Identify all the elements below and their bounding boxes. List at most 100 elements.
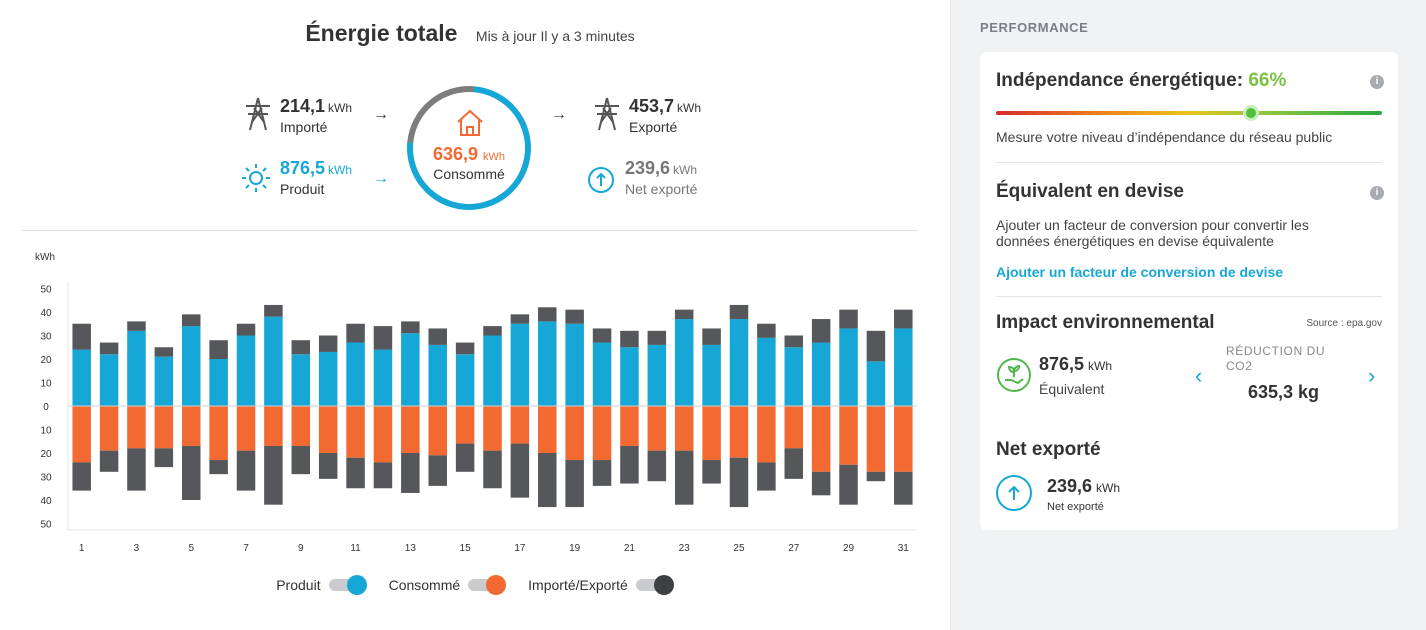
bar-consumed[interactable] [318,406,338,453]
bar-consumed[interactable] [510,406,530,444]
bar-grid-top[interactable] [811,319,831,343]
bar-produced[interactable] [181,326,201,406]
bar-produced[interactable] [729,319,749,406]
bar-grid-bottom[interactable] [72,462,91,491]
bar-grid-top[interactable] [236,323,256,336]
bar-grid-bottom[interactable] [729,457,749,508]
bar-grid-top[interactable] [702,328,721,345]
bar-grid-top[interactable] [866,330,886,362]
bar-grid-bottom[interactable] [538,453,557,508]
bar-produced[interactable] [592,342,612,406]
bar-grid-bottom[interactable] [839,464,858,505]
bar-produced[interactable] [483,335,502,407]
next-button[interactable]: › [1368,363,1376,388]
bar-produced[interactable] [264,316,283,406]
bar-grid-bottom[interactable] [291,445,311,475]
bar-grid-bottom[interactable] [592,460,612,486]
bar-produced[interactable] [538,321,557,406]
bar-produced[interactable] [428,344,447,406]
bar-consumed[interactable] [538,406,557,453]
bar-grid-top[interactable] [264,304,283,317]
bar-grid-bottom[interactable] [209,460,228,475]
bar-consumed[interactable] [455,406,475,444]
bar-grid-bottom[interactable] [866,471,886,482]
bar-produced[interactable] [839,328,858,406]
bar-grid-top[interactable] [839,309,858,329]
bar-grid-top[interactable] [483,326,502,336]
bar-grid-bottom[interactable] [127,448,146,491]
bar-grid-bottom[interactable] [510,443,530,498]
bar-grid-top[interactable] [318,335,338,352]
bar-produced[interactable] [620,347,639,406]
bar-grid-bottom[interactable] [455,443,475,472]
info-icon[interactable]: i [1370,75,1384,89]
bar-consumed[interactable] [346,406,365,458]
bar-produced[interactable] [236,335,256,407]
bar-produced[interactable] [455,354,475,406]
bar-grid-top[interactable] [72,323,91,350]
bar-consumed[interactable] [181,406,201,446]
bar-grid-top[interactable] [565,309,584,324]
bar-grid-bottom[interactable] [373,462,393,489]
bar-grid-top[interactable] [209,340,228,359]
bar-produced[interactable] [401,333,420,406]
bar-produced[interactable] [565,323,584,406]
bar-grid-top[interactable] [674,309,694,320]
bar-grid-bottom[interactable] [264,445,283,505]
bar-grid-bottom[interactable] [401,453,420,493]
bar-consumed[interactable] [428,406,447,456]
bar-consumed[interactable] [291,406,311,446]
bar-consumed[interactable] [72,406,91,463]
bar-consumed[interactable] [729,406,749,458]
bar-produced[interactable] [127,330,146,406]
bar-grid-bottom[interactable] [620,445,639,484]
bar-grid-bottom[interactable] [757,462,776,491]
bar-grid-bottom[interactable] [483,450,502,489]
bar-produced[interactable] [866,361,886,406]
bar-grid-top[interactable] [291,340,311,355]
bar-grid-top[interactable] [538,307,557,322]
bar-grid-top[interactable] [894,309,913,329]
bar-consumed[interactable] [784,406,804,449]
bar-produced[interactable] [318,351,338,406]
grid-toggle[interactable] [635,575,674,595]
bar-grid-top[interactable] [592,328,612,343]
bar-grid-bottom[interactable] [784,448,804,479]
bar-grid-top[interactable] [373,326,393,350]
bar-consumed[interactable] [127,406,146,449]
bar-grid-bottom[interactable] [565,460,584,508]
bar-grid-top[interactable] [181,314,201,327]
bar-grid-bottom[interactable] [346,457,365,489]
legend-consumed[interactable]: Consommé [389,575,507,595]
bar-produced[interactable] [647,344,667,406]
bar-produced[interactable] [99,354,119,406]
previous-button[interactable]: ‹ [1195,363,1203,388]
bar-produced[interactable] [894,328,913,406]
bar-consumed[interactable] [757,406,776,463]
bar-consumed[interactable] [565,406,584,461]
bar-consumed[interactable] [99,406,119,451]
bar-grid-top[interactable] [510,314,530,324]
bar-produced[interactable] [209,359,228,406]
bar-consumed[interactable] [483,406,502,451]
bar-grid-bottom[interactable] [428,455,447,486]
bar-consumed[interactable] [264,406,283,446]
bar-consumed[interactable] [209,406,228,461]
bar-produced[interactable] [757,337,776,406]
bar-consumed[interactable] [811,406,831,472]
bar-grid-top[interactable] [99,342,119,355]
bar-grid-bottom[interactable] [99,450,119,472]
bar-grid-top[interactable] [154,347,174,357]
bar-grid-bottom[interactable] [181,445,201,500]
bar-consumed[interactable] [154,406,174,449]
produced-toggle[interactable] [328,575,367,595]
bar-consumed[interactable] [839,406,858,465]
bar-grid-bottom[interactable] [236,450,256,491]
bar-grid-bottom[interactable] [702,460,721,484]
bar-consumed[interactable] [647,406,667,451]
consumed-toggle[interactable] [468,575,507,595]
bar-produced[interactable] [811,342,831,406]
bar-consumed[interactable] [592,406,612,461]
bar-grid-top[interactable] [127,321,146,331]
bar-consumed[interactable] [373,406,393,463]
